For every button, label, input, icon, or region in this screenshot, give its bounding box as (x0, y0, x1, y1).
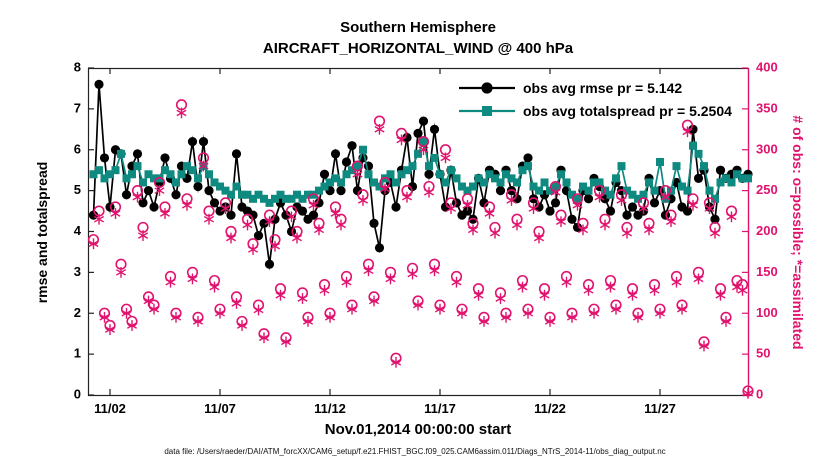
x-axis-label: Nov.01,2014 00:00:00 start (324, 421, 512, 438)
legend-label-rmse: obs avg rmse pr = 5.142 (523, 79, 683, 96)
legend-label-totalspread: obs avg totalspread pr = 5.2504 (523, 102, 732, 119)
chart-title-line1: Southern Hemisphere (340, 19, 496, 36)
y-axis-label-left: rmse and totalspread (34, 161, 50, 304)
legend-item-rmse: obs avg rmse pr = 5.142 (458, 76, 732, 99)
legend: obs avg rmse pr = 5.142 obs avg totalspr… (458, 76, 732, 122)
y-axis-label-right: # of obs: o=possible; *=assimilated (790, 115, 806, 350)
legend-marker-rmse-icon (459, 81, 515, 94)
legend-marker-totalspread-icon (459, 105, 515, 116)
data-file-caption: data file: /Users/raeder/DAI/ATM_forcXX/… (164, 447, 666, 456)
legend-item-totalspread: obs avg totalspread pr = 5.2504 (458, 99, 732, 122)
chart-title-line2: AIRCRAFT_HORIZONTAL_WIND @ 400 hPa (262, 40, 574, 57)
